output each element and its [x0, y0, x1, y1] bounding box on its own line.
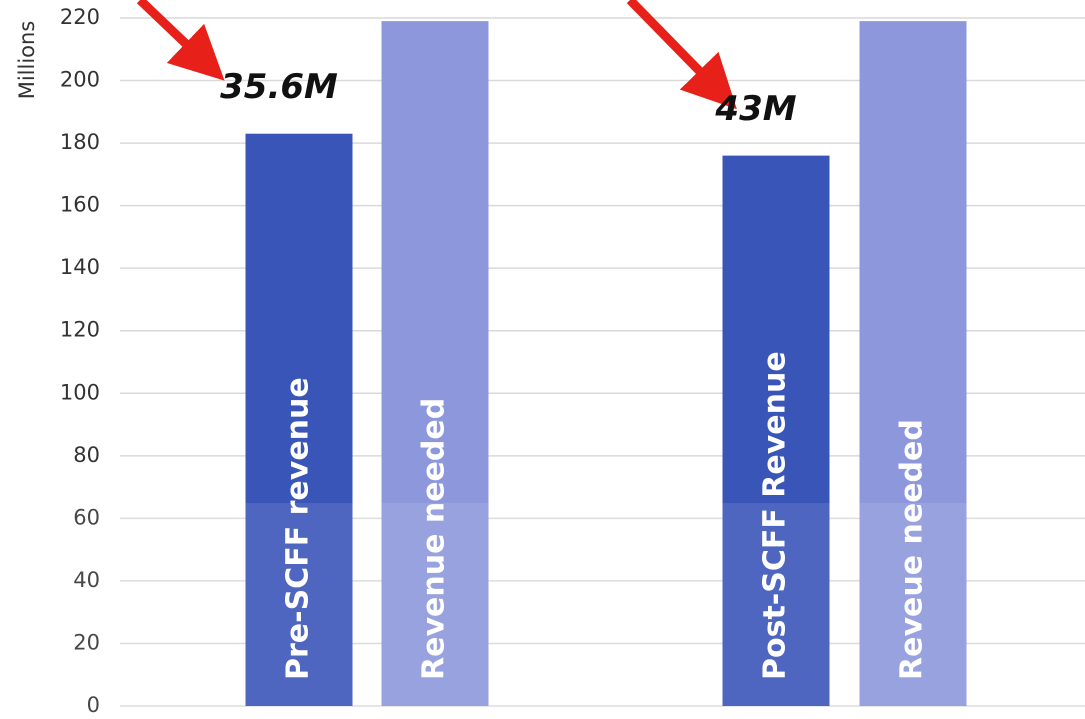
- photo-fade: [0, 503, 1085, 719]
- y-tick-label: 160: [60, 193, 100, 217]
- bar: [859, 21, 967, 707]
- plot: 0 20 40 60 80 100 120 140 160 180 200 220 Pre-SCFF r…: [60, 5, 1085, 717]
- annotation: 35.6M: [220, 67, 338, 107]
- bar: [381, 21, 489, 707]
- y-tick-label: 180: [60, 130, 100, 154]
- arrow: [626, 0, 737, 110]
- y-tick-label: 200: [60, 68, 100, 92]
- y-tick-label: 80: [73, 443, 100, 467]
- y-tick-label: 220: [60, 5, 100, 29]
- annotation: 43M: [714, 89, 796, 129]
- bar: [245, 133, 353, 706]
- y-tick-label: 20: [73, 630, 100, 654]
- y-axis-label: Millions: [15, 21, 39, 100]
- bar-label: Pre-SCFF revenue: [281, 377, 316, 680]
- bar-label: Post-SCFF Revenue: [758, 351, 793, 680]
- arrow: [136, 0, 225, 81]
- y-tick-label: 140: [60, 255, 100, 279]
- bar-label: Revenue needed: [417, 398, 452, 680]
- y-tick-label: 40: [73, 568, 100, 592]
- y-tick-label: 60: [73, 505, 100, 529]
- y-tick-label: 120: [60, 318, 100, 342]
- y-tick-label: 0: [87, 693, 100, 717]
- bar: [722, 155, 830, 707]
- y-tick-label: 100: [60, 380, 100, 404]
- bar-label: Reveue needed: [895, 419, 930, 680]
